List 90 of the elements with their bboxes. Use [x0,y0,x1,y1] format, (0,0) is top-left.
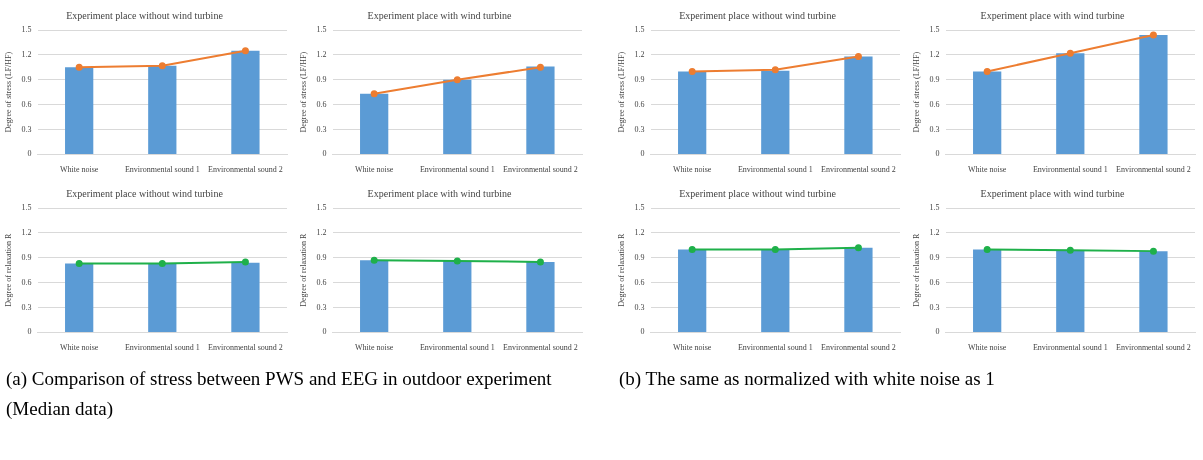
x-tick-label: White noise [967,165,1007,175]
x-tick-label: Environmental sound 2 [821,343,896,353]
y-axis-title: Degree of stress (LF/HF) [3,51,13,133]
text: (b) The same as normalized with white noise as 1 [619,367,996,391]
y-axis-title: Degree of relaxation R [3,233,13,307]
y-tick-label: 0.3 [21,302,32,312]
y-tick-label: 0.9 [929,252,940,262]
y-tick-label: 0 [27,327,32,337]
y-tick-label: 0 [27,149,32,159]
y-tick-label: 0.9 [634,74,645,84]
x-tick-label: Environmental sound 1 [124,343,200,353]
x-tick-label: Environmental sound 2 [503,165,578,175]
chart-title: Experiment place without wind turbine [66,9,224,21]
x-tick-label: Environmental sound 1 [1032,165,1108,175]
y-tick-label: 1.2 [21,49,32,59]
x-tick-label: Environmental sound 1 [1032,343,1108,353]
y-tick-label: 0.3 [21,124,32,134]
y-tick-label: 0.9 [316,74,327,84]
x-tick-label: Environmental sound 2 [1116,343,1191,353]
y-tick-label: 1.5 [21,203,32,213]
x-tick-label: White noise [59,343,99,353]
y-axis-title: Degree of stress (LF/HF) [298,51,308,133]
y-axis-title: Degree of relaxation R [616,233,626,307]
y-tick-label: 0 [935,149,940,159]
x-tick-label: White noise [672,165,712,175]
y-tick-label: 1.5 [634,25,645,35]
chart-title: Experiment place with wind turbine [367,187,512,199]
x-tick-label: Environmental sound 2 [208,165,283,175]
y-tick-label: 1.5 [634,203,645,213]
y-tick-label: 0.6 [929,99,940,109]
y-tick-label: 0 [322,327,327,337]
chart-title: Experiment place without wind turbine [66,187,224,199]
y-axis-title: Degree of stress (LF/HF) [616,51,626,133]
x-tick-label: Environmental sound 2 [1116,165,1191,175]
y-tick-label: 0.6 [634,277,645,287]
y-tick-label: 1.2 [634,49,645,59]
y-axis-title: Degree of stress (LF/HF) [911,51,921,133]
x-tick-label: Environmental sound 1 [419,343,495,353]
x-tick-label: White noise [354,165,394,175]
chart-title: Experiment place without wind turbine [679,9,837,21]
text: (a) Comparison of stress between PWS and EEG in outdoor experiment (Median data) [6,367,553,421]
y-tick-label: 0.6 [316,99,327,109]
y-tick-label: 0.3 [316,302,327,312]
y-tick-label: 1.2 [929,227,940,237]
y-tick-label: 1.2 [634,227,645,237]
y-tick-label: 0.3 [634,302,645,312]
x-tick-label: Environmental sound 1 [419,165,495,175]
y-axis-title: Degree of relaxation R [298,233,308,307]
y-tick-label: 1.5 [21,25,32,35]
y-tick-label: 0.6 [316,277,327,287]
y-tick-label: 1.5 [316,25,327,35]
y-tick-label: 0.6 [634,99,645,109]
y-tick-label: 1.2 [21,227,32,237]
y-tick-label: 0.6 [21,277,32,287]
y-tick-label: 0.3 [634,124,645,134]
x-tick-label: Environmental sound 1 [737,165,813,175]
y-tick-label: 0.6 [929,277,940,287]
x-tick-label: White noise [967,343,1007,353]
y-tick-label: 0 [322,149,327,159]
y-axis-title: Degree of relaxation R [911,233,921,307]
y-tick-label: 0.9 [21,74,32,84]
y-tick-label: 1.2 [316,49,327,59]
y-tick-label: 0.9 [316,252,327,262]
y-tick-label: 0.9 [929,74,940,84]
y-tick-label: 1.5 [929,203,940,213]
y-tick-label: 0.6 [21,99,32,109]
y-tick-label: 1.2 [929,49,940,59]
x-tick-label: White noise [59,165,99,175]
y-tick-label: 0.9 [634,252,645,262]
y-tick-label: 1.5 [929,25,940,35]
y-tick-label: 0.9 [21,252,32,262]
chart-title: Experiment place with wind turbine [367,9,512,21]
y-tick-label: 0.3 [316,124,327,134]
y-tick-label: 0 [640,327,645,337]
x-tick-label: Environmental sound 1 [737,343,813,353]
x-tick-label: Environmental sound 2 [503,343,578,353]
x-tick-label: White noise [672,343,712,353]
chart-title: Experiment place with wind turbine [980,9,1125,21]
y-tick-label: 1.5 [316,203,327,213]
x-tick-label: Environmental sound 2 [821,165,896,175]
chart-title: Experiment place with wind turbine [980,187,1125,199]
chart-title: Experiment place without wind turbine [679,187,837,199]
y-tick-label: 0.3 [929,302,940,312]
y-tick-label: 0 [640,149,645,159]
y-tick-label: 0 [935,327,940,337]
x-tick-label: Environmental sound 1 [124,165,200,175]
y-tick-label: 1.2 [316,227,327,237]
x-tick-label: Environmental sound 2 [208,343,283,353]
y-tick-label: 0.3 [929,124,940,134]
x-tick-label: White noise [354,343,394,353]
